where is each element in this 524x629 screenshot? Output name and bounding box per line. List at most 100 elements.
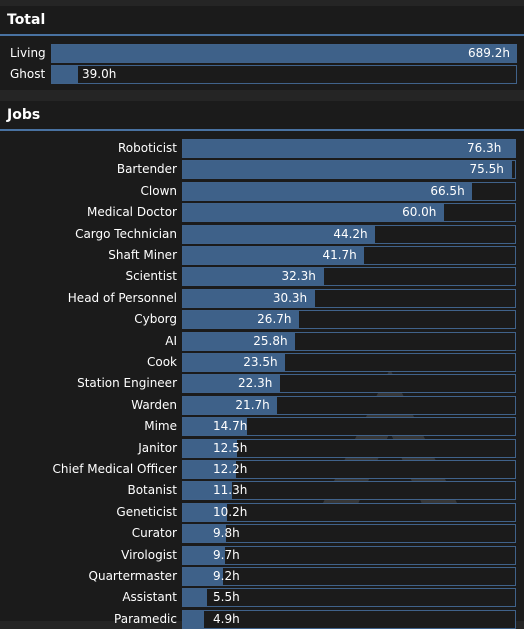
stat-row: Scientist 32.3h xyxy=(0,267,524,287)
stat-row: Clown 66.5h xyxy=(0,181,524,201)
stat-row: Curator 9.8h xyxy=(0,524,524,544)
stat-value: 26.7h xyxy=(257,312,292,327)
stat-bar: 5.5h xyxy=(182,588,516,608)
stat-bar-fill xyxy=(183,225,376,243)
stat-label: Curator xyxy=(131,526,177,541)
stat-label: AI xyxy=(165,333,177,348)
stat-label: Head of Personnel xyxy=(67,290,177,305)
stat-bar: 9.7h xyxy=(182,545,516,565)
stat-bar: 41.7h xyxy=(182,246,516,265)
stat-bar-fill xyxy=(183,568,224,585)
stat-value: 60.0h xyxy=(402,205,437,220)
stat-row: AI 25.8h xyxy=(0,331,524,351)
stat-bar: 22.3h xyxy=(182,374,516,394)
total-section: Total Living 689.2h Ghost 39.0h xyxy=(0,6,524,90)
stat-label: Clown xyxy=(140,183,177,198)
stat-row: Paramedic 4.9h xyxy=(0,609,524,629)
stat-value: 9.8h xyxy=(213,526,240,541)
stat-label: Cook xyxy=(146,355,177,369)
stat-label: Paramedic xyxy=(114,611,177,626)
stat-label: Ghost xyxy=(10,67,46,81)
stat-bar-fill xyxy=(183,610,205,628)
stat-row: Head of Personnel 30.3h xyxy=(0,288,524,308)
stat-value: 21.7h xyxy=(235,397,270,412)
stat-bar-fill xyxy=(183,482,233,500)
total-section-title: Total xyxy=(0,6,524,36)
stat-bar-fill xyxy=(183,503,228,521)
stat-value: 32.3h xyxy=(281,269,316,284)
stat-bar: 21.7h xyxy=(182,395,516,415)
stat-row: Living 689.2h xyxy=(0,44,524,63)
stat-bar: 12.5h xyxy=(182,438,516,458)
stat-bar: 26.7h xyxy=(182,310,516,330)
stat-bar-fill xyxy=(183,354,286,371)
stat-row: Virologist 9.7h xyxy=(0,545,524,565)
stat-bar: 14.7h xyxy=(182,417,516,437)
stat-bar: 32.3h xyxy=(182,267,516,287)
stat-row: Warden 21.7h xyxy=(0,395,524,415)
stat-value: 4.9h xyxy=(213,611,240,626)
stat-bar: 44.2h xyxy=(182,224,516,244)
stat-bar: 9.8h xyxy=(182,524,516,544)
stat-label: Cargo Technician xyxy=(75,226,177,241)
stat-row: Ghost 39.0h xyxy=(0,65,524,84)
stat-bar-fill xyxy=(52,45,516,62)
stat-bar: 75.5h xyxy=(182,160,516,180)
stat-bar-fill xyxy=(183,461,237,478)
stat-row: Roboticist 76.3h xyxy=(0,139,524,158)
stat-label: Living xyxy=(10,46,46,60)
stat-bar-fill xyxy=(183,268,324,286)
stat-label: Station Engineer xyxy=(77,376,177,391)
stat-value: 76.3h xyxy=(467,141,502,155)
stat-row: Quartermaster 9.2h xyxy=(0,567,524,586)
stat-bar: 9.2h xyxy=(182,567,516,586)
stat-bar: 11.3h xyxy=(182,481,516,501)
stat-row: Medical Doctor 60.0h xyxy=(0,203,524,223)
stat-bar-fill xyxy=(183,439,238,457)
stat-bar-fill xyxy=(183,182,473,200)
stat-label: Roboticist xyxy=(117,141,177,155)
stat-value: 30.3h xyxy=(272,290,308,305)
stat-label: Virologist xyxy=(121,547,177,562)
stat-bar-fill xyxy=(183,204,445,222)
stat-value: 12.5h xyxy=(213,440,248,455)
stat-row: Bartender 75.5h xyxy=(0,160,524,180)
stat-bar-fill xyxy=(183,589,207,607)
stat-bar-fill xyxy=(183,525,226,543)
stat-bar: 4.9h xyxy=(182,609,516,629)
stat-row: Geneticist 10.2h xyxy=(0,502,524,522)
stat-bar-fill xyxy=(183,418,247,436)
stat-value: 5.5h xyxy=(213,590,240,605)
stat-bar-fill xyxy=(183,332,296,350)
stat-value: 41.7h xyxy=(322,248,357,262)
stat-value: 39.0h xyxy=(82,67,117,81)
stat-bar: 25.8h xyxy=(182,331,516,351)
stat-value: 11.3h xyxy=(213,483,248,498)
stat-bar-fill xyxy=(183,311,300,329)
stat-row: Chief Medical Officer 12.2h xyxy=(0,460,524,479)
stat-value: 25.8h xyxy=(253,333,288,348)
stat-bar-fill xyxy=(183,140,515,157)
stat-bar: 23.5h xyxy=(182,353,516,372)
stat-label: Medical Doctor xyxy=(87,205,177,220)
stat-label: Scientist xyxy=(125,269,177,284)
stat-label: Geneticist xyxy=(116,504,177,519)
stat-value: 9.7h xyxy=(213,547,240,562)
stat-label: Bartender xyxy=(116,162,177,177)
stat-value: 689.2h xyxy=(468,46,510,60)
stat-row: Cook 23.5h xyxy=(0,353,524,372)
stat-label: Cyborg xyxy=(134,312,177,327)
stat-bar-fill xyxy=(183,396,278,414)
stat-bar: 76.3h xyxy=(182,139,516,158)
stat-bar-fill xyxy=(183,247,365,264)
stat-row: Botanist 11.3h xyxy=(0,481,524,501)
stat-label: Shaft Miner xyxy=(108,248,177,262)
stat-label: Quartermaster xyxy=(88,569,177,583)
stat-row: Shaft Miner 41.7h xyxy=(0,246,524,265)
stat-label: Janitor xyxy=(138,440,177,455)
stat-bar: 66.5h xyxy=(182,181,516,201)
stat-row: Station Engineer 22.3h xyxy=(0,374,524,394)
stat-bar: 60.0h xyxy=(182,203,516,223)
stat-bar: 39.0h xyxy=(51,65,517,84)
stat-row: Cyborg 26.7h xyxy=(0,310,524,330)
